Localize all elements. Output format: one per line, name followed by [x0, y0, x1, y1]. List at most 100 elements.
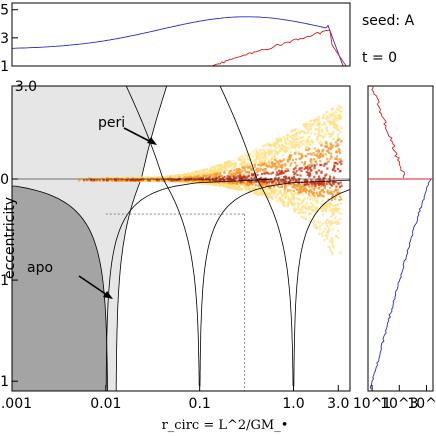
density-point — [188, 175, 191, 178]
density-point — [254, 184, 257, 187]
density-point — [336, 139, 339, 142]
density-point — [298, 152, 301, 156]
density-point — [317, 133, 320, 136]
density-point — [338, 211, 341, 214]
density-point — [229, 184, 232, 187]
density-point — [319, 140, 322, 143]
x-tick-label: 0.1 — [189, 396, 211, 412]
density-point — [103, 176, 106, 179]
right-frame — [367, 85, 434, 392]
density-point — [292, 144, 295, 147]
density-point — [243, 169, 246, 172]
density-point — [240, 163, 244, 166]
density-point — [285, 137, 289, 140]
density-point — [179, 175, 182, 178]
density-point — [279, 189, 282, 192]
density-point — [254, 161, 258, 164]
density-point — [309, 189, 312, 192]
density-point — [336, 162, 339, 166]
density-point — [181, 174, 184, 177]
density-point — [334, 111, 337, 114]
density-point — [259, 163, 262, 166]
density-point — [247, 175, 250, 178]
density-point — [320, 188, 323, 192]
density-point — [307, 149, 310, 152]
density-point — [293, 146, 296, 149]
density-point — [324, 222, 327, 225]
density-point — [259, 164, 262, 167]
density-point — [264, 154, 267, 157]
density-point — [278, 197, 281, 200]
density-point — [208, 168, 212, 171]
density-point — [339, 202, 342, 205]
density-point — [313, 158, 316, 161]
density-point — [255, 151, 258, 154]
density-point — [293, 206, 296, 209]
density-point — [340, 184, 343, 187]
density-point — [270, 157, 273, 160]
density-point — [303, 130, 306, 133]
density-point — [326, 231, 329, 234]
density-point — [295, 197, 298, 200]
density-point — [279, 179, 282, 182]
density-point — [329, 142, 332, 145]
density-point — [314, 209, 317, 213]
density-point — [179, 174, 182, 177]
density-point — [254, 175, 257, 178]
density-point — [271, 190, 274, 193]
density-point — [237, 184, 240, 187]
density-point — [326, 218, 329, 222]
density-point — [310, 183, 313, 186]
density-point — [331, 237, 334, 240]
density-point — [278, 172, 281, 176]
density-point — [296, 132, 299, 135]
density-point — [258, 193, 261, 196]
density-point — [251, 169, 254, 172]
density-point — [328, 227, 331, 231]
density-point — [300, 186, 303, 189]
density-point — [334, 220, 337, 223]
density-point — [239, 179, 242, 182]
density-point — [333, 121, 336, 124]
density-point — [267, 192, 270, 195]
density-point — [335, 193, 338, 196]
density-point — [307, 183, 310, 186]
density-point — [235, 182, 238, 185]
density-point — [337, 158, 340, 161]
density-point — [253, 177, 256, 180]
density-point — [201, 182, 204, 185]
density-point — [89, 179, 92, 182]
density-point — [296, 206, 300, 209]
density-point — [243, 160, 246, 163]
density-point — [279, 148, 282, 151]
y-tick-label: 0.01 — [0, 374, 9, 390]
density-point — [216, 180, 220, 183]
density-point — [128, 179, 131, 182]
density-point — [286, 204, 289, 207]
density-point — [180, 179, 183, 182]
density-point — [308, 136, 311, 139]
density-point — [273, 191, 276, 194]
density-point — [208, 176, 211, 179]
density-point — [313, 219, 316, 222]
density-point — [300, 142, 303, 145]
density-point — [319, 185, 322, 188]
density-point — [247, 154, 250, 158]
density-point — [310, 196, 313, 199]
density-point — [257, 163, 260, 166]
density-point — [324, 208, 327, 211]
density-point — [271, 162, 274, 165]
density-point — [297, 182, 300, 185]
density-point — [330, 114, 334, 117]
density-point — [177, 179, 180, 182]
density-point — [327, 150, 330, 153]
density-point — [262, 179, 265, 182]
density-point — [318, 194, 321, 197]
density-point — [294, 127, 298, 130]
density-point — [316, 117, 319, 120]
x-tick-label: 1.0 — [282, 396, 304, 412]
density-point — [235, 181, 238, 184]
density-point — [332, 176, 336, 179]
density-point — [295, 164, 298, 167]
density-point — [294, 149, 297, 152]
